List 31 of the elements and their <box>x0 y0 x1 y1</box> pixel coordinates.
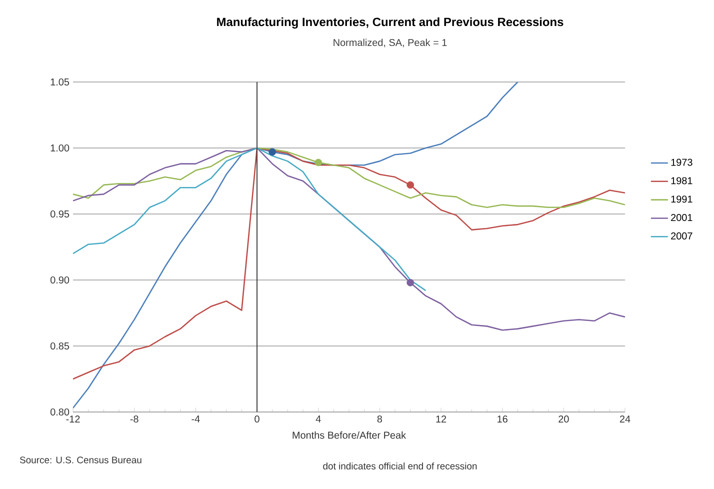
chart-subtitle: Normalized, SA, Peak = 1 <box>334 38 447 48</box>
x-tick-label: 4 <box>316 416 321 422</box>
point <box>268 148 276 156</box>
x-tick-label: 20 <box>558 416 569 423</box>
x-tick-label: 0 <box>254 416 260 423</box>
y-tick-label: 1.05 <box>50 78 70 86</box>
y-tick-label: 1.00 <box>50 144 70 152</box>
y-tick-label: 0.80 <box>50 408 70 416</box>
legend-label: 2001 <box>671 214 692 222</box>
y-tick-label: 0.85 <box>50 342 70 350</box>
x-tick-label: 12 <box>436 416 446 422</box>
x-tick-label: -4 <box>192 416 200 422</box>
legend-label: 2007 <box>671 232 692 240</box>
x-tick-label: -12 <box>66 416 80 422</box>
point <box>406 181 414 189</box>
legend-label: 1973 <box>671 158 692 166</box>
x-tick-label: -8 <box>130 416 138 423</box>
x-axis-title: Months Before/After Peak <box>292 431 406 439</box>
y-tick-label: 0.95 <box>50 210 70 218</box>
text: dot indicates official end of recession <box>323 462 477 470</box>
point <box>406 278 414 286</box>
source-note: Source: U.S. Census Bureau <box>20 456 142 464</box>
x-tick-label: 8 <box>377 416 382 423</box>
line-series <box>73 147 626 208</box>
point <box>314 158 322 166</box>
x-tick-label: 16 <box>498 416 508 423</box>
chart-title: Manufacturing Inventories, Current and Previous Recessions <box>217 17 564 29</box>
legend-label: 1991 <box>671 196 692 203</box>
y-tick-label: 0.90 <box>50 276 70 284</box>
x-tick-label: 24 <box>620 416 630 422</box>
legend-label: 1981 <box>671 177 692 184</box>
